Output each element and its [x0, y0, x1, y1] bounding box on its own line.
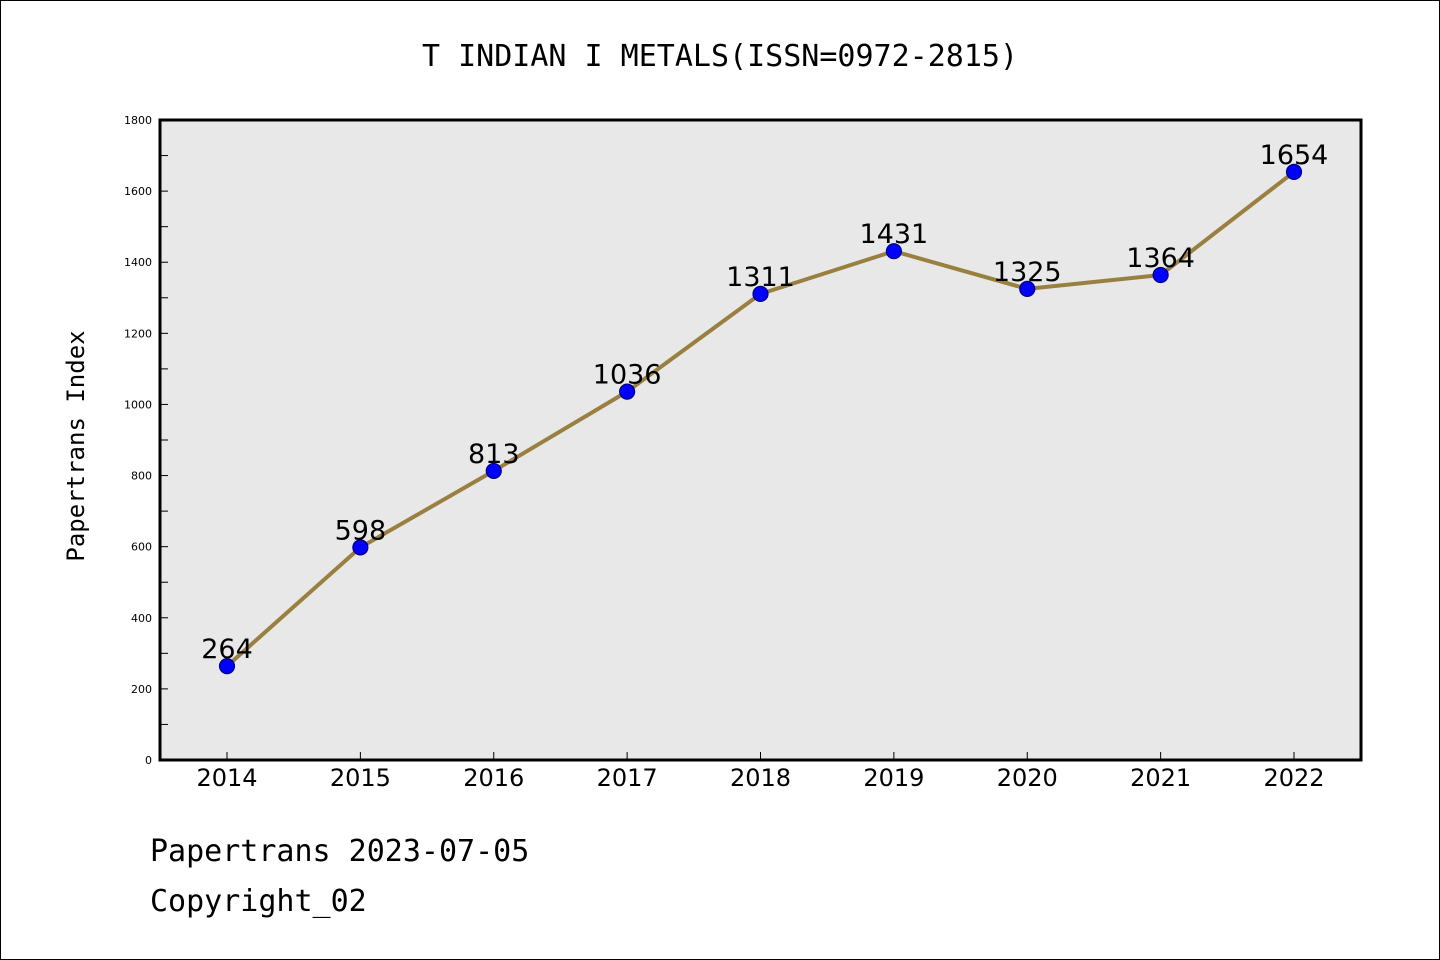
- data-point: [885, 243, 902, 260]
- y-tick-label: 800: [131, 470, 152, 483]
- data-label: 1364: [1126, 243, 1195, 274]
- data-label: 598: [335, 515, 387, 546]
- y-tick-label: 1800: [124, 114, 152, 127]
- x-tick-label: 2020: [997, 764, 1058, 792]
- y-axis-label: Papertrans Index: [62, 330, 90, 561]
- data-point: [485, 462, 502, 480]
- y-tick-label: 1000: [124, 398, 152, 411]
- y-tick-label: 0: [145, 754, 152, 767]
- footer-date: Papertrans 2023-07-05: [150, 834, 530, 869]
- data-label: 813: [468, 439, 520, 470]
- data-point: [352, 539, 369, 556]
- data-point: [218, 658, 236, 675]
- y-tick-label: 200: [131, 683, 152, 696]
- x-tick-label: 2021: [1130, 764, 1191, 792]
- x-axis: 2014 2015 2016 2017 2018 2019 2020 2021 2022: [196, 752, 1325, 792]
- y-tick-label: 1200: [124, 327, 152, 340]
- x-tick-label: 2016: [463, 764, 524, 792]
- y-tick-label: 1600: [124, 185, 152, 198]
- data-label: 1311: [726, 262, 795, 293]
- data-point: [1285, 163, 1303, 181]
- data-label: 264: [201, 634, 253, 665]
- x-tick-label: 2014: [196, 764, 257, 792]
- plot-area: [158, 118, 1363, 762]
- x-tick-label: 2022: [1263, 764, 1324, 792]
- y-tick-label: 600: [131, 541, 152, 554]
- data-point: [1152, 266, 1169, 284]
- data-label: 1325: [993, 257, 1062, 288]
- x-tick-label: 2019: [863, 764, 924, 792]
- footer-copyright: Copyright_02: [150, 884, 367, 919]
- data-label: 1431: [860, 219, 929, 250]
- y-tick-label: 400: [131, 612, 152, 625]
- x-tick-label: 2017: [597, 764, 658, 792]
- chart-title: T INDIAN I METALS(ISSN=0972-2815): [422, 39, 1018, 74]
- data-labels: 264 598 813 1036 1311 1431 1325 1364 1654: [201, 140, 1328, 665]
- x-tick-label: 2018: [730, 764, 791, 792]
- series-markers: [218, 163, 1303, 675]
- data-label: 1036: [593, 360, 662, 391]
- data-label: 1654: [1260, 140, 1329, 171]
- x-tick-label: 2015: [330, 764, 391, 792]
- data-point: [752, 285, 769, 302]
- y-axis: 0 200 400 600 800 1000 1200 1400 1600 1800: [124, 114, 168, 767]
- data-point: [619, 383, 636, 400]
- data-point: [1019, 280, 1036, 297]
- y-tick-label: 1400: [124, 256, 152, 269]
